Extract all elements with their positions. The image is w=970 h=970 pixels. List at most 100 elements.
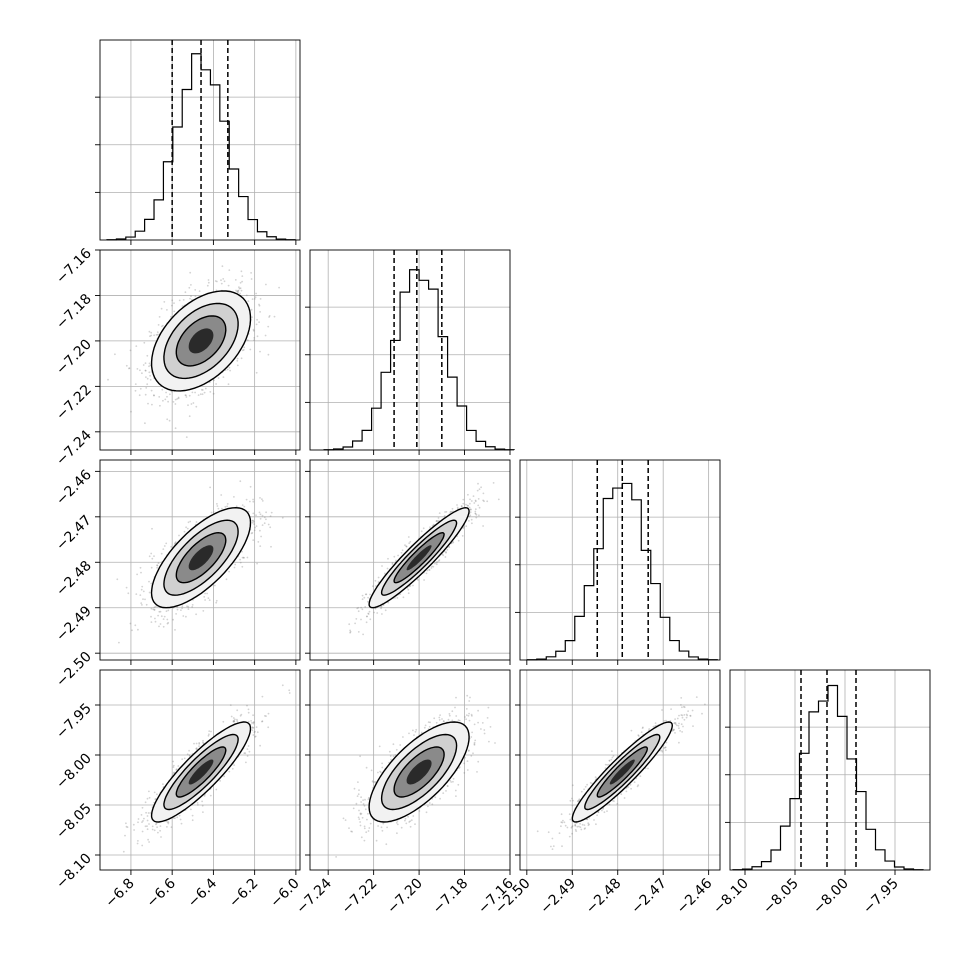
sample-point	[671, 729, 674, 732]
sample-point	[395, 821, 398, 824]
sample-point	[142, 820, 144, 822]
sample-point	[360, 796, 362, 799]
sample-point	[462, 498, 465, 501]
sample-point	[228, 770, 231, 773]
sample-point	[597, 811, 600, 814]
sample-point	[536, 830, 539, 833]
sample-point	[145, 387, 148, 389]
sample-point	[234, 718, 236, 721]
sample-point	[349, 631, 351, 634]
sample-point	[387, 557, 389, 560]
sample-point	[434, 562, 436, 565]
sample-point	[358, 809, 360, 812]
sample-point	[187, 605, 190, 608]
sample-point	[365, 621, 368, 624]
sample-point	[483, 729, 486, 731]
sample-point	[427, 721, 430, 723]
sample-point	[132, 823, 135, 826]
sample-point	[171, 299, 174, 302]
sample-point	[148, 790, 150, 793]
sample-point	[189, 297, 192, 300]
sample-point	[169, 393, 171, 396]
sample-point	[577, 800, 580, 803]
sample-point	[356, 795, 359, 797]
sample-point	[281, 516, 284, 519]
sample-point	[174, 542, 177, 545]
sample-point	[206, 592, 209, 595]
sample-point	[480, 486, 482, 489]
sample-point	[578, 798, 581, 801]
sample-point	[571, 832, 573, 835]
sample-point	[216, 503, 218, 505]
sample-point	[202, 811, 204, 813]
sample-point	[144, 598, 146, 601]
x-tick-label: −7.95	[860, 876, 902, 918]
sample-point	[131, 629, 133, 632]
sample-point	[158, 396, 161, 398]
sample-point	[114, 353, 116, 356]
sample-point	[446, 785, 449, 787]
sample-point	[468, 712, 470, 715]
sample-point	[456, 504, 458, 506]
sample-point	[571, 784, 574, 787]
sample-point	[261, 498, 263, 501]
sample-point	[452, 780, 454, 783]
sample-point	[251, 316, 253, 318]
sample-point	[672, 729, 675, 732]
sample-point	[418, 810, 421, 812]
sample-point	[256, 335, 259, 338]
sample-point	[683, 718, 686, 721]
sample-point	[417, 579, 419, 581]
density-contour	[188, 759, 214, 785]
sample-point	[186, 753, 189, 756]
sample-point	[236, 718, 238, 721]
sample-point	[487, 706, 490, 709]
sample-point	[185, 394, 187, 397]
scatter-panel	[99, 459, 301, 661]
sample-point	[246, 339, 249, 342]
sample-point	[142, 590, 145, 593]
sample-point	[251, 519, 254, 522]
sample-point	[150, 566, 153, 569]
sample-point	[254, 735, 257, 738]
y-tick-label: −8.00	[53, 751, 95, 793]
density-contour	[188, 545, 214, 571]
sample-point	[633, 781, 636, 784]
sample-point	[364, 593, 367, 596]
sample-point	[641, 727, 644, 729]
sample-point	[239, 714, 242, 717]
sample-point	[360, 606, 362, 609]
sample-point	[265, 511, 267, 514]
sample-point	[153, 394, 155, 397]
sample-point	[278, 286, 280, 289]
sample-point	[611, 756, 614, 759]
sample-point	[269, 515, 272, 517]
sample-point	[160, 325, 163, 328]
sample-point	[692, 725, 694, 727]
sample-point	[606, 810, 608, 812]
sample-point	[137, 818, 140, 820]
sample-point	[451, 510, 453, 513]
sample-point	[160, 307, 163, 310]
sample-point	[664, 746, 667, 749]
sample-point	[171, 390, 173, 393]
sample-point	[463, 772, 466, 774]
sample-point	[246, 755, 249, 757]
sample-point	[589, 781, 592, 784]
sample-point	[259, 497, 261, 499]
sample-point	[124, 834, 126, 837]
sample-point	[367, 798, 370, 801]
sample-point	[140, 602, 143, 604]
y-tick-label: −2.46	[53, 467, 95, 509]
sample-point	[226, 505, 229, 508]
sample-point	[663, 720, 666, 722]
sample-point	[560, 821, 563, 823]
sample-point	[468, 502, 471, 505]
sample-point	[680, 714, 683, 716]
sample-point	[233, 496, 235, 498]
sample-point	[251, 722, 253, 724]
sample-point	[349, 629, 351, 632]
sample-point	[489, 726, 492, 728]
sample-point	[188, 749, 191, 752]
